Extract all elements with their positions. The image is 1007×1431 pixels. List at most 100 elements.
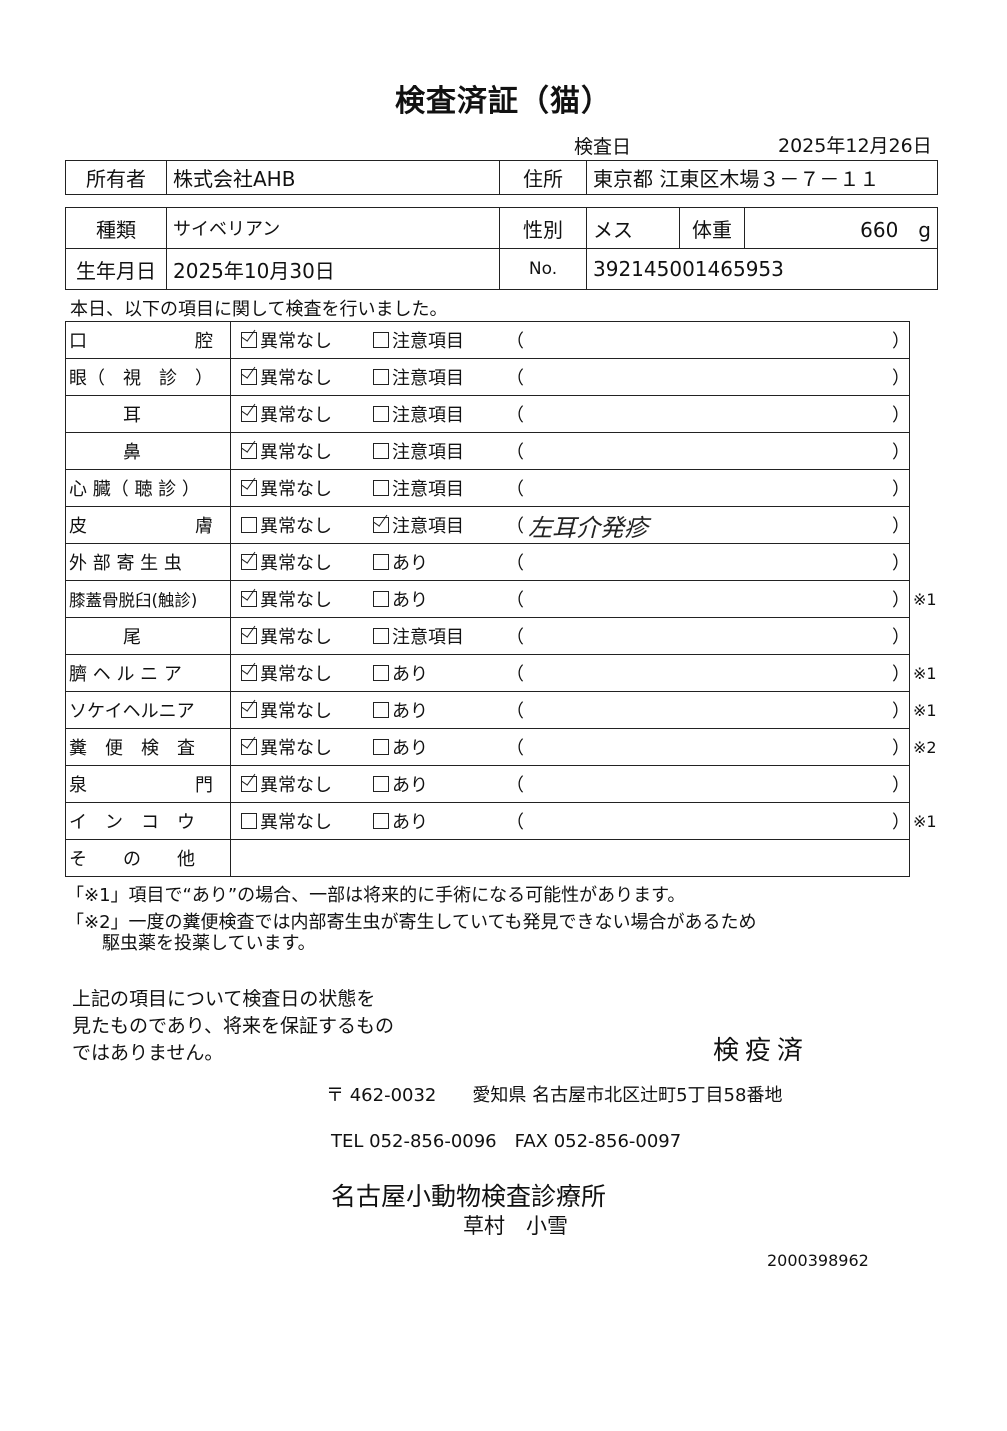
paren-close: ） — [892, 738, 910, 759]
document-code: 2000398962 — [767, 1251, 869, 1270]
check-table: 口 腔異常なし 注意項目（）眼（ 視 診 ）異常なし 注意項目（） 耳異常なし 注意項… — [65, 321, 937, 877]
paren-close: ） — [892, 553, 910, 574]
checkbox-icon[interactable] — [241, 517, 257, 533]
paren-close: ） — [892, 664, 910, 685]
footnote-2-cont: 駆虫薬を投薬しています。 — [66, 933, 316, 954]
normal-option: 異常なし — [241, 327, 332, 353]
vet-name: 草村 小雪 — [463, 1214, 568, 1238]
check-row: 尾 異常なし 注意項目 （ ） — [66, 618, 910, 655]
check-item-label: 口 腔 — [66, 322, 231, 358]
document-title: 検査済証（猫） — [395, 84, 612, 119]
disclaimer-line: 見たものであり、将来を保証するもの — [72, 1015, 395, 1037]
checked-checkbox-icon[interactable] — [241, 480, 257, 496]
checkbox-icon[interactable] — [241, 813, 257, 829]
birth-label: 生年月日 — [65, 248, 167, 290]
normal-option: 異常なし — [241, 586, 332, 612]
check-item-label: イ ン コ ウ — [66, 803, 231, 839]
finding-option: あり — [373, 586, 428, 612]
paren-close: ） — [892, 627, 910, 648]
footnote-mark: ※1 — [913, 663, 937, 683]
check-item-label: ソケイヘルニア — [66, 692, 231, 728]
check-row: 鼻 異常なし 注意項目 （ ） — [66, 433, 910, 470]
normal-label: 異常なし — [260, 664, 332, 685]
checkbox-icon[interactable] — [373, 702, 389, 718]
normal-option: 異常なし — [241, 808, 332, 834]
paren-open: （ — [506, 701, 524, 722]
paren-close: ） — [892, 516, 910, 537]
checkbox-icon[interactable] — [373, 480, 389, 496]
checked-checkbox-icon[interactable] — [241, 554, 257, 570]
checked-checkbox-icon[interactable] — [241, 739, 257, 755]
checked-checkbox-icon[interactable] — [373, 517, 389, 533]
checkbox-icon[interactable] — [373, 628, 389, 644]
checkbox-icon[interactable] — [373, 332, 389, 348]
checked-checkbox-icon[interactable] — [241, 332, 257, 348]
footnote-1: 「※1」項目で“あり”の場合、一部は将来的に手術になる可能性があります。 — [66, 885, 686, 906]
finding-label: 注意項目 — [392, 442, 464, 463]
check-row: 膝蓋骨脱臼(触診) 異常なし あり （ ） ※1 — [66, 581, 937, 618]
weight-label: 体重 — [679, 207, 745, 249]
checkbox-icon[interactable] — [373, 406, 389, 422]
checked-checkbox-icon[interactable] — [241, 628, 257, 644]
checkbox-icon[interactable] — [373, 443, 389, 459]
check-item-label: 耳 — [66, 396, 231, 432]
paren-open: （ — [506, 479, 524, 500]
check-item-label: 臍 ヘ ル ニ ア — [66, 655, 231, 691]
check-item-label: そ の 他 — [66, 840, 231, 876]
checkbox-icon[interactable] — [373, 554, 389, 570]
normal-label: 異常なし — [260, 775, 332, 796]
check-row: イ ン コ ウ 異常なし あり （ ） ※1 — [66, 803, 937, 840]
checked-checkbox-icon[interactable] — [241, 369, 257, 385]
normal-option: 異常なし — [241, 771, 332, 797]
check-row: 糞 便 検 査 異常なし あり （ ） ※2 — [66, 729, 937, 766]
footnote-mark: ※1 — [913, 589, 937, 609]
finding-label: 注意項目 — [392, 516, 464, 537]
paren-open: （ — [506, 664, 524, 685]
finding-label: 注意項目 — [392, 368, 464, 389]
check-row: 眼（ 視 診 ） 異常なし 注意項目 （ ） — [66, 359, 910, 396]
finding-option: あり — [373, 697, 428, 723]
check-item-label: 外 部 寄 生 虫 — [66, 544, 231, 580]
check-row: ソケイヘルニア 異常なし あり （ ） ※1 — [66, 692, 937, 729]
checked-checkbox-icon[interactable] — [241, 591, 257, 607]
owner-value: 株式会社AHB — [166, 160, 500, 195]
checkbox-icon[interactable] — [373, 813, 389, 829]
finding-option: あり — [373, 549, 428, 575]
checkbox-icon[interactable] — [373, 369, 389, 385]
normal-label: 異常なし — [260, 442, 332, 463]
check-item-label: 眼（ 視 診 ） — [66, 359, 231, 395]
owner-table: 所有者 株式会社AHB 住所 東京都 江東区木場３－７－１１ — [65, 160, 938, 195]
paren-open: （ — [506, 405, 524, 426]
checkbox-icon[interactable] — [373, 776, 389, 792]
checked-checkbox-icon[interactable] — [241, 406, 257, 422]
finding-label: 注意項目 — [392, 405, 464, 426]
check-row: 心 臓（ 聴 診 ） 異常なし 注意項目 （ ） — [66, 470, 910, 507]
checked-checkbox-icon[interactable] — [241, 665, 257, 681]
finding-option: 注意項目 — [373, 438, 464, 464]
checked-checkbox-icon[interactable] — [241, 776, 257, 792]
finding-label: あり — [392, 738, 428, 759]
address-label: 住所 — [499, 160, 587, 195]
check-item-label: 皮 膚 — [66, 507, 231, 543]
checked-checkbox-icon[interactable] — [241, 702, 257, 718]
finding-label: あり — [392, 812, 428, 833]
finding-option: 注意項目 — [373, 512, 464, 538]
normal-option: 異常なし — [241, 697, 332, 723]
footnote-mark: ※1 — [913, 811, 937, 831]
normal-label: 異常なし — [260, 553, 332, 574]
checkbox-icon[interactable] — [373, 665, 389, 681]
finding-option: あり — [373, 808, 428, 834]
exam-date: 2025年12月26日 — [778, 135, 932, 157]
paren-open: （ — [506, 516, 524, 537]
check-item-label: 泉 門 — [66, 766, 231, 802]
checkbox-icon[interactable] — [373, 739, 389, 755]
finding-label: あり — [392, 553, 428, 574]
check-row: 皮 膚 異常なし 注意項目 （左耳介発疹 ） — [66, 507, 910, 544]
checkbox-icon[interactable] — [373, 591, 389, 607]
finding-option: あり — [373, 734, 428, 760]
disclaimer-line: ではありません。 — [72, 1042, 224, 1064]
footnote-2: 「※2」一度の糞便検査では内部寄生虫が寄生していても発見できない場合があるため — [66, 912, 757, 933]
finding-option: 注意項目 — [373, 623, 464, 649]
normal-option: 異常なし — [241, 734, 332, 760]
checked-checkbox-icon[interactable] — [241, 443, 257, 459]
